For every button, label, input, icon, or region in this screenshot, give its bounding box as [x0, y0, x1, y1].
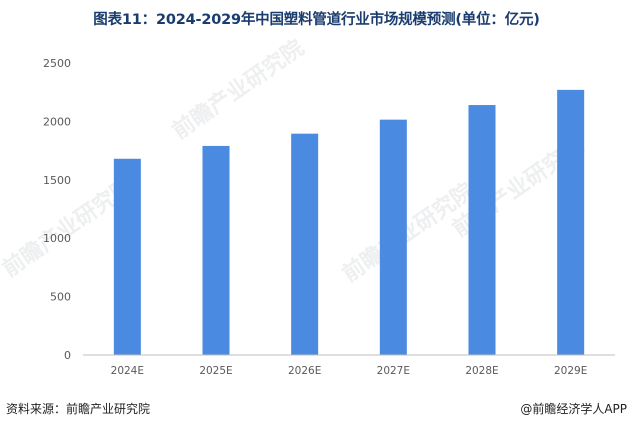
bars-group — [113, 89, 585, 355]
app-credit: @前瞻经济学人APP — [520, 402, 627, 416]
y-tick-label: 2000 — [43, 115, 71, 128]
x-tick-label: 2027E — [377, 365, 410, 377]
y-axis: 0 500 1000 1500 2000 2500 — [43, 57, 71, 362]
bar-2025E — [202, 145, 230, 355]
bar-2026E — [291, 133, 319, 355]
x-tick-label: 2025E — [199, 365, 232, 377]
x-tick-label: 2029E — [554, 365, 587, 377]
bar-2028E — [468, 105, 496, 355]
bar-chart: 0 500 1000 1500 2000 2500 2024E 2025E 2026E 2027… — [43, 57, 615, 377]
x-tick-label: 2024E — [111, 365, 144, 377]
y-tick-label: 2500 — [43, 57, 71, 70]
x-tick-label: 2026E — [288, 365, 321, 377]
y-tick-label: 1000 — [43, 232, 71, 245]
x-tick-label: 2028E — [465, 365, 498, 377]
bar-2024E — [113, 158, 141, 355]
chart-title: 图表11：2024-2029年中国塑料管道行业市场规模预测(单位：亿元) — [93, 12, 540, 28]
bar-2029E — [557, 89, 585, 355]
source-note: 资料来源：前瞻产业研究院 — [6, 402, 151, 416]
bar-2027E — [379, 119, 407, 355]
y-tick-label: 1500 — [43, 174, 71, 187]
x-axis-labels: 2024E 2025E 2026E 2027E 2028E 2029E — [111, 365, 588, 377]
y-tick-label: 0 — [64, 349, 71, 362]
y-tick-label: 500 — [50, 291, 71, 304]
